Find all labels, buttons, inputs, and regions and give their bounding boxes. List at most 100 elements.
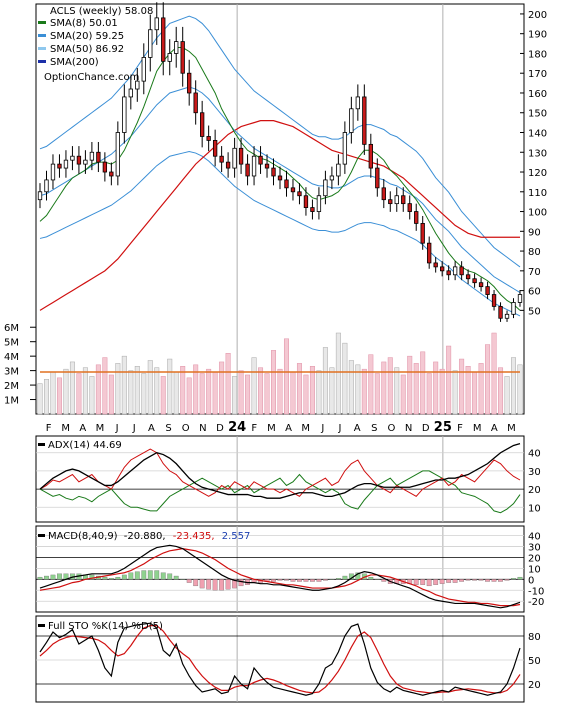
macd-label: MACD(8,40,9) -20.880, -23.435, 2.557 bbox=[48, 531, 250, 542]
macd-histogram-bar bbox=[491, 579, 497, 582]
x-month-label: A bbox=[285, 423, 292, 434]
price-tick-label: 50 bbox=[528, 306, 541, 317]
macd-histogram-bar bbox=[485, 579, 490, 582]
candle-body bbox=[180, 41, 185, 74]
macd-histogram-bar bbox=[50, 574, 56, 580]
candle-body bbox=[375, 167, 380, 189]
macd-tick-label: 0 bbox=[528, 575, 534, 586]
candle-body bbox=[407, 203, 412, 212]
candle-body bbox=[349, 108, 354, 133]
sto-label-marker bbox=[38, 624, 45, 627]
indicator-series bbox=[37, 443, 523, 696]
ticker-label: ACLS (weekly) 58.08 bbox=[50, 6, 153, 17]
candle-body bbox=[388, 199, 393, 205]
x-month-label: M bbox=[267, 423, 276, 434]
volume-bar bbox=[186, 377, 192, 415]
macd-tick-label: -10 bbox=[528, 586, 544, 597]
x-month-label: D bbox=[216, 423, 224, 434]
candle-body bbox=[57, 163, 62, 169]
volume-tick-label: 6M bbox=[4, 323, 19, 334]
macd-histogram-bar bbox=[297, 579, 302, 582]
candle-body bbox=[251, 155, 257, 177]
macd-label-group: MACD(8,40,9) -20.880, -23.435, 2.557 bbox=[38, 531, 250, 542]
volume-bar bbox=[128, 370, 134, 415]
macd-histogram-bar bbox=[335, 578, 341, 580]
candle-body bbox=[135, 80, 140, 90]
adx-di-minus-line bbox=[39, 470, 521, 514]
price-tick-label: 160 bbox=[528, 89, 547, 100]
macd-histogram-bar bbox=[271, 579, 276, 582]
candle-body bbox=[303, 195, 309, 208]
macd-histogram-bar bbox=[374, 579, 380, 580]
legend-swatch-sma8 bbox=[38, 21, 46, 24]
macd-histogram-bar bbox=[426, 579, 432, 587]
volume-bar bbox=[296, 363, 302, 415]
volume-bar bbox=[446, 345, 452, 415]
volume-bar bbox=[206, 368, 212, 415]
candle-body bbox=[50, 163, 56, 181]
macd-histogram-bar bbox=[329, 579, 335, 580]
macd-line bbox=[39, 544, 521, 609]
x-month-label: F bbox=[46, 423, 52, 434]
volume-bar bbox=[121, 355, 127, 415]
volume-bar bbox=[102, 357, 108, 415]
candle-body bbox=[472, 278, 477, 284]
volume-bar bbox=[108, 374, 114, 415]
sto-label: Full STO %K(14) %D(5) bbox=[48, 621, 163, 632]
volume-bar bbox=[264, 373, 270, 415]
macd-histogram-bar bbox=[465, 579, 471, 581]
candle-body bbox=[355, 96, 360, 110]
x-month-label: 24 bbox=[228, 420, 246, 435]
volume-bar bbox=[115, 363, 121, 415]
macd-tick-label: 30 bbox=[528, 542, 541, 553]
volume-bar bbox=[219, 361, 225, 415]
volume-bar bbox=[342, 342, 348, 415]
axis-labels: F M A M J J A S O N D 24 F M A M J J A S O N D 25 F M A M2001901801… bbox=[4, 10, 547, 691]
legend-swatch-sma50 bbox=[38, 47, 46, 50]
macd-histogram-bar bbox=[121, 574, 127, 580]
candle-body bbox=[206, 136, 211, 141]
volume-bar bbox=[89, 376, 95, 415]
volume-bar bbox=[355, 364, 361, 415]
x-month-label: N bbox=[199, 423, 206, 434]
volume-bar bbox=[361, 368, 367, 415]
volume-bar bbox=[322, 347, 328, 415]
macd-tick-label: 10 bbox=[528, 564, 541, 575]
candle-body bbox=[485, 286, 490, 295]
x-month-label: M bbox=[473, 423, 482, 434]
volume-bar bbox=[82, 367, 88, 415]
candle-body bbox=[517, 294, 523, 303]
price-tick-label: 170 bbox=[528, 69, 547, 80]
volume-bar bbox=[173, 371, 179, 415]
candle-body bbox=[277, 175, 283, 181]
price-tick-label: 80 bbox=[528, 247, 541, 258]
candle-body bbox=[465, 274, 471, 280]
macd-histogram-bar bbox=[115, 576, 121, 580]
sma50-line bbox=[39, 120, 520, 311]
volume-bar bbox=[141, 373, 147, 415]
macd-histogram-bar bbox=[199, 579, 205, 589]
candle-body bbox=[342, 132, 348, 165]
candle-body bbox=[310, 207, 315, 212]
volume-bar bbox=[381, 361, 387, 415]
candle-body bbox=[83, 159, 88, 165]
candle-body bbox=[336, 163, 341, 177]
x-month-label: A bbox=[354, 423, 361, 434]
price-tick-label: 70 bbox=[528, 267, 541, 278]
volume-bar bbox=[368, 354, 374, 415]
sto-tick-label: 20 bbox=[528, 680, 541, 691]
macd-histogram-bar bbox=[44, 575, 49, 580]
macd-label-marker bbox=[38, 534, 45, 537]
candle-body bbox=[420, 223, 425, 244]
macd-histogram-bar bbox=[180, 579, 186, 580]
macd-histogram-bar bbox=[478, 579, 484, 581]
volume-bar bbox=[400, 374, 406, 415]
macd-histogram-bar bbox=[452, 579, 458, 583]
macd-histogram-bar bbox=[186, 579, 192, 583]
volume-bar bbox=[433, 361, 439, 415]
candle-body bbox=[122, 96, 127, 133]
candle-body bbox=[284, 179, 289, 189]
candle-body bbox=[297, 191, 302, 197]
volume-bar bbox=[134, 366, 140, 415]
